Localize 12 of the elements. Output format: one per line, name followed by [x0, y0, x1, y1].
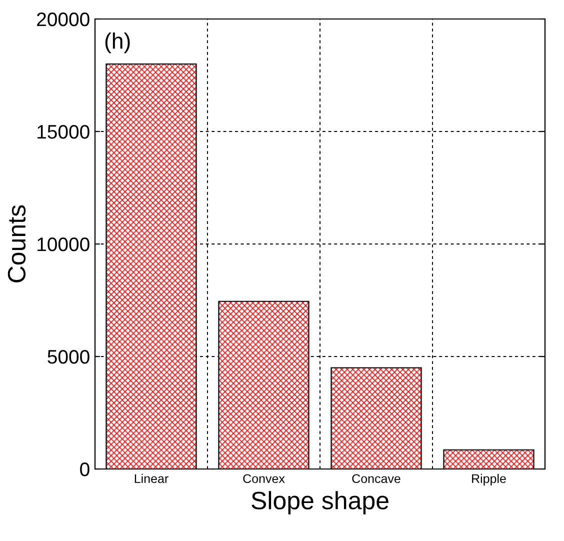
x-tick-label: Concave — [352, 474, 400, 484]
y-tick-label: 10000 — [38, 237, 90, 252]
x-tick-label: Ripple — [472, 474, 506, 486]
x-axis-title: Slope shape — [252, 491, 388, 514]
y-tick-label: 0 — [80, 462, 90, 476]
y-tick-label: 15000 — [38, 124, 90, 139]
x-tick-label: Convex — [243, 474, 285, 484]
x-tick-label: Linear — [134, 474, 168, 484]
y-tick-label: 20000 — [37, 12, 90, 26]
annotation: (h) — [105, 32, 130, 54]
y-tick-label: 5000 — [48, 350, 90, 364]
y-axis-title: Counts — [8, 205, 26, 282]
